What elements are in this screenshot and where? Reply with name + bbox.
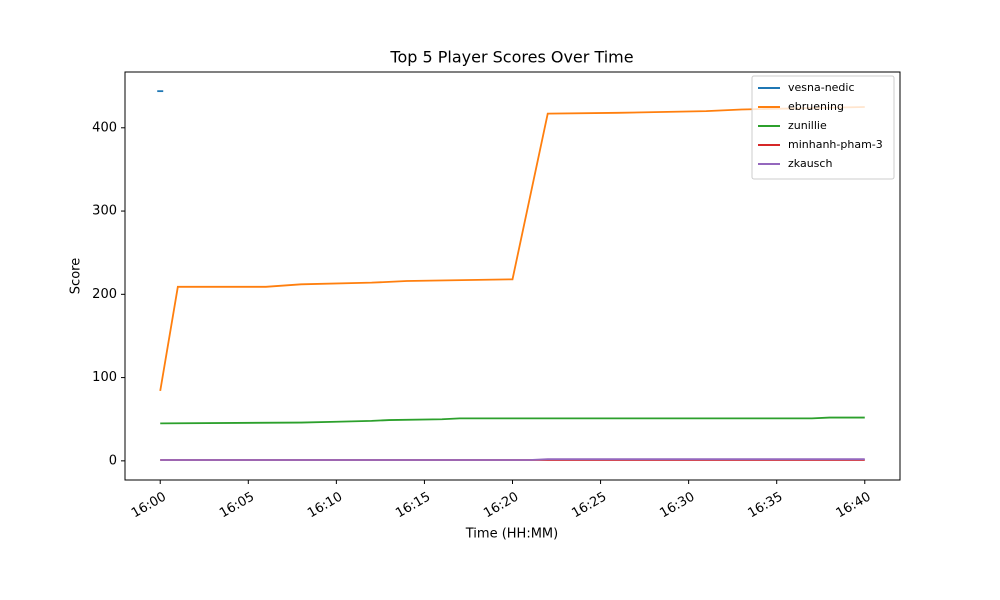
x-tick-label: 16:10 <box>305 490 345 522</box>
chart-title: Top 5 Player Scores Over Time <box>389 48 633 67</box>
legend-label: zkausch <box>788 157 832 170</box>
x-tick-label: 16:25 <box>569 490 609 522</box>
x-tick-label: 16:15 <box>393 490 433 522</box>
legend-box <box>751 75 895 180</box>
x-tick-label: 16:20 <box>481 490 521 522</box>
y-tick-label: 300 <box>92 204 117 219</box>
y-tick-label: 200 <box>92 287 117 302</box>
y-tick-label: 0 <box>109 453 117 468</box>
x-tick-label: 16:40 <box>834 490 874 522</box>
legend-label: minhanh-pham-3 <box>788 138 883 151</box>
y-tick-label: 400 <box>92 120 117 135</box>
series-line <box>159 106 865 392</box>
x-tick-label: 16:05 <box>217 490 257 522</box>
series-line <box>160 458 865 461</box>
y-tick-label: 100 <box>92 370 117 385</box>
x-axis-label: Time (HH:MM) <box>465 527 558 542</box>
legend-label: ebruening <box>788 100 844 113</box>
y-axis-label: Score <box>69 258 84 294</box>
x-tick-label: 16:35 <box>746 490 786 522</box>
legend-label: vesna-nedic <box>788 81 855 94</box>
legend-label: zunillie <box>788 119 827 132</box>
series-line <box>160 416 865 425</box>
x-tick-label: 16:00 <box>129 490 169 522</box>
x-tick-label: 16:30 <box>657 490 697 522</box>
